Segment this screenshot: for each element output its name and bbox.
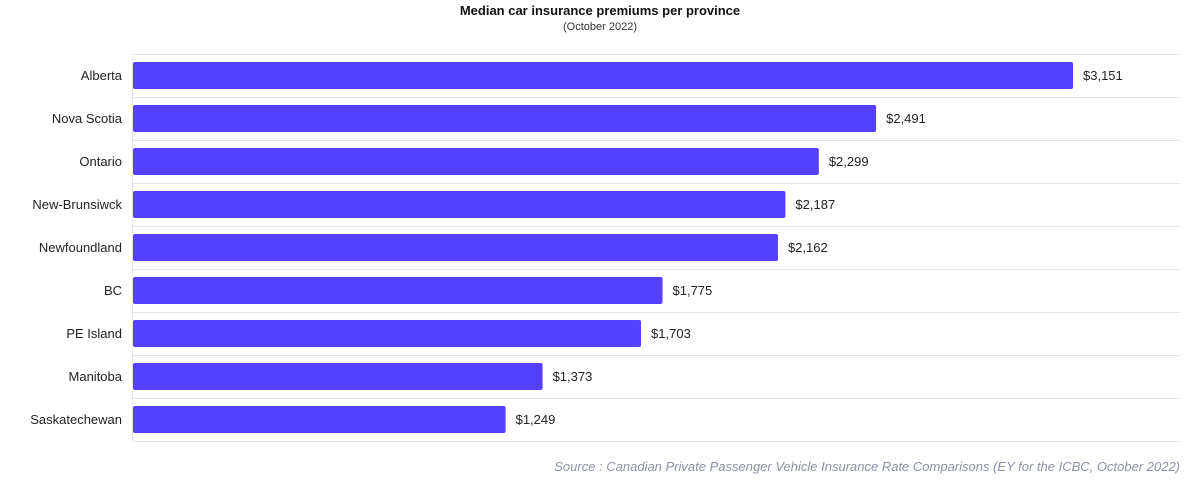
value-label: $3,151 bbox=[1083, 68, 1123, 83]
bar-row: Alberta $3,151 bbox=[81, 62, 1123, 89]
grid-lines bbox=[132, 54, 1181, 442]
bar-row: New-Brunsiwck $2,187 bbox=[32, 191, 835, 218]
category-label: Manitoba bbox=[69, 369, 123, 384]
bar-row: Newfoundland $2,162 bbox=[39, 234, 828, 261]
bar-row: Nova Scotia $2,491 bbox=[52, 105, 926, 132]
category-label: Saskatechewan bbox=[30, 412, 122, 427]
bar bbox=[133, 320, 642, 347]
bar bbox=[133, 191, 786, 218]
category-label: New-Brunsiwck bbox=[32, 197, 122, 212]
bar bbox=[133, 148, 819, 175]
value-label: $2,162 bbox=[788, 240, 828, 255]
chart-title: Median car insurance premiums per provin… bbox=[460, 3, 740, 18]
bar-row: BC $1,775 bbox=[104, 277, 712, 304]
category-label: Alberta bbox=[81, 68, 123, 83]
category-label: BC bbox=[104, 283, 122, 298]
value-label: $1,249 bbox=[516, 412, 556, 427]
bar-row: PE Island $1,703 bbox=[66, 320, 691, 347]
bar bbox=[133, 105, 877, 132]
bars-group: Alberta $3,151 Nova Scotia $2,491 Ontario $2,… bbox=[30, 62, 1123, 433]
bar bbox=[133, 234, 778, 261]
bar bbox=[133, 62, 1073, 89]
value-label: $2,187 bbox=[795, 197, 835, 212]
bar-row: Manitoba $1,373 bbox=[69, 363, 593, 390]
value-label: $1,775 bbox=[673, 283, 713, 298]
category-label: Nova Scotia bbox=[52, 111, 123, 126]
category-label: PE Island bbox=[66, 326, 122, 341]
bar bbox=[133, 277, 663, 304]
bar-row: Ontario $2,299 bbox=[79, 148, 869, 175]
category-label: Newfoundland bbox=[39, 240, 122, 255]
value-label: $1,703 bbox=[651, 326, 691, 341]
value-label: $2,491 bbox=[886, 111, 926, 126]
value-label: $1,373 bbox=[553, 369, 593, 384]
value-label: $2,299 bbox=[829, 154, 869, 169]
chart-subtitle: (October 2022) bbox=[563, 21, 637, 33]
bar bbox=[133, 406, 506, 433]
source-note: Source : Canadian Private Passenger Vehi… bbox=[554, 459, 1180, 474]
bar-row: Saskatechewan $1,249 bbox=[30, 406, 555, 433]
bar bbox=[133, 363, 543, 390]
category-label: Ontario bbox=[79, 154, 122, 169]
